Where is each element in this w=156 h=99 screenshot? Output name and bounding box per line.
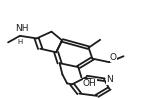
Text: NH: NH xyxy=(15,24,28,33)
Text: H: H xyxy=(18,39,23,45)
Text: OH: OH xyxy=(83,79,97,88)
Text: N: N xyxy=(106,75,113,84)
Text: O: O xyxy=(110,53,117,62)
